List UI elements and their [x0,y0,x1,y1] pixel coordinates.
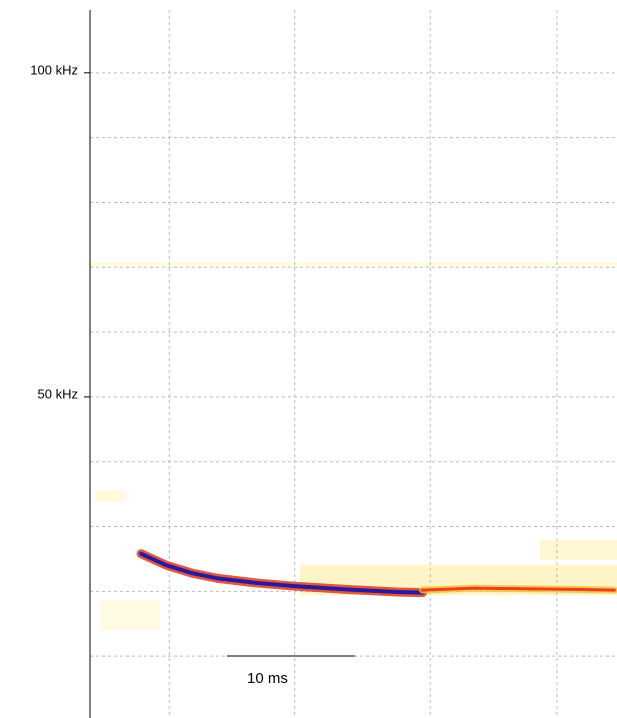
noise-patch [100,600,160,630]
scale-bar-label: 10 ms [247,670,288,687]
call-trace [421,586,616,592]
noise-patch [95,490,125,502]
noise-band [90,262,617,267]
y-tick-label: 100 kHz [30,62,78,77]
call-trace [139,551,425,595]
noise-patch [540,540,617,560]
y-tick-label: 50 kHz [38,386,78,401]
